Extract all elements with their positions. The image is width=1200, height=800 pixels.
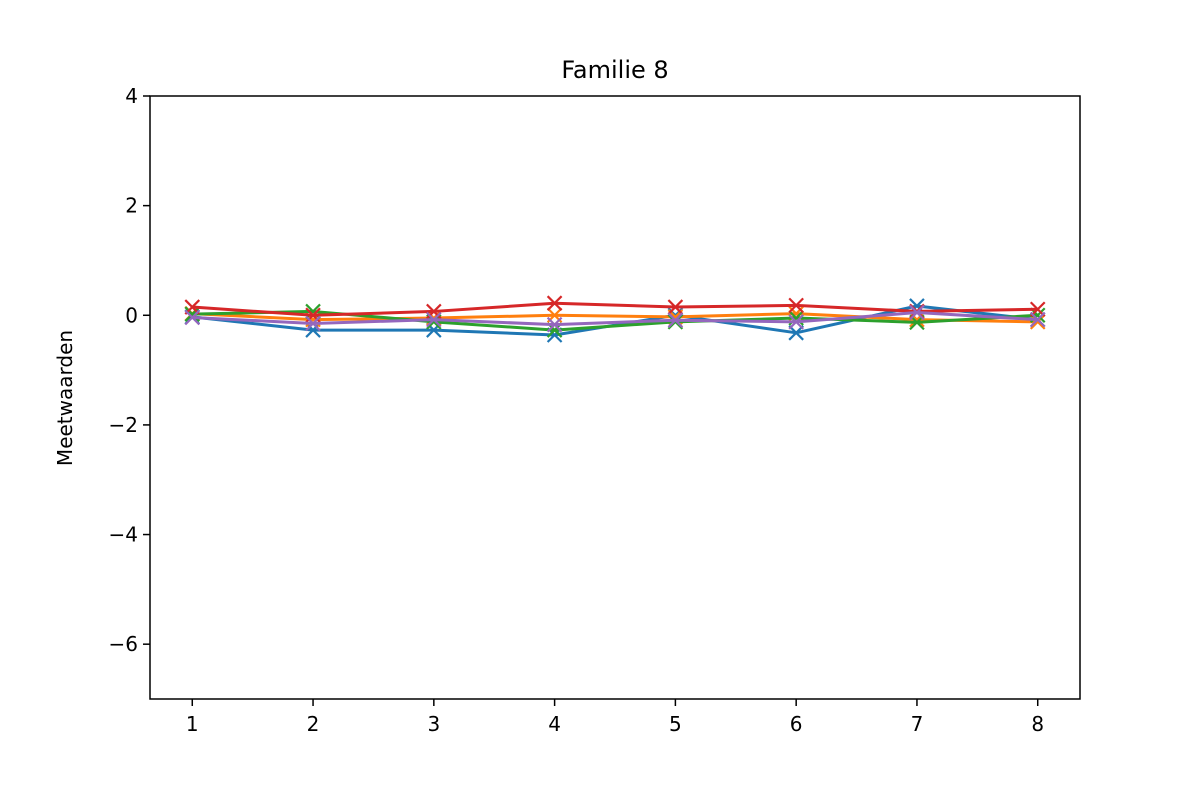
data-point <box>788 314 804 330</box>
data-point <box>667 312 684 328</box>
series-line <box>192 311 1038 327</box>
y-tick-label: 0 <box>125 303 138 327</box>
data-point <box>667 299 684 315</box>
y-axis-label: Meetwaarden <box>53 330 77 466</box>
ticks-layer: 1 2 3 4 5 6 7 8 4 2 0 −2 −4 −6 <box>109 84 1045 736</box>
chart-title: Familie 8 <box>561 56 668 84</box>
series-5 <box>184 304 1046 333</box>
y-tick-label: 4 <box>125 84 138 108</box>
plot-frame <box>149 95 1081 700</box>
y-tick-label: −4 <box>109 523 138 547</box>
series-line <box>192 312 1038 324</box>
data-point <box>546 316 563 333</box>
data-point <box>184 309 201 326</box>
y-tick-label: 2 <box>125 194 138 218</box>
data-point <box>909 304 925 321</box>
y-tick-label: −2 <box>109 413 138 437</box>
series-layer <box>184 295 1046 343</box>
x-tick-label: 3 <box>427 712 440 736</box>
data-point <box>426 311 442 328</box>
x-tick-label: 2 <box>307 712 320 736</box>
y-tick-label: −6 <box>109 632 138 656</box>
data-point <box>667 314 684 330</box>
data-point <box>1029 311 1046 328</box>
data-point <box>305 315 321 332</box>
series-line <box>192 301 1038 317</box>
x-tick-label: 1 <box>186 712 199 736</box>
data-point <box>546 295 563 311</box>
x-tick-label: 5 <box>669 712 682 736</box>
data-point <box>788 297 804 314</box>
x-tick-label: 6 <box>790 712 803 736</box>
data-point <box>788 325 804 341</box>
data-point <box>1029 314 1046 330</box>
x-tick-label: 7 <box>911 712 924 736</box>
x-tick-label: 8 <box>1031 712 1044 736</box>
x-tick-label: 4 <box>548 712 561 736</box>
